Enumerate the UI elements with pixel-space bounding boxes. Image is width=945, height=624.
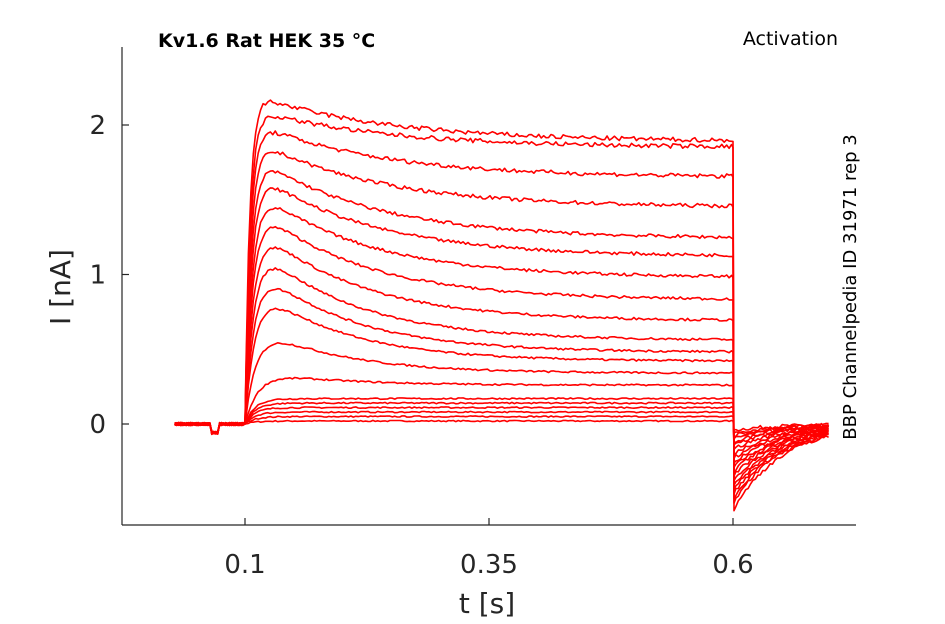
current-trace-16 [174,170,829,491]
current-trace-12 [174,246,829,473]
current-trace-18 [174,130,829,500]
current-trace-3 [174,410,830,438]
current-traces [174,99,830,512]
axes [121,47,856,526]
y-tick-label-3: 2 [89,111,106,141]
current-trace-11 [174,267,829,469]
x-tick-label-3: 0.6 [712,550,753,580]
ticks: 0.1 0.35 0.6 0 1 2 [89,111,753,580]
current-trace-8 [174,342,830,455]
current-trace-10 [174,287,829,464]
current-trace-20 [174,99,829,512]
chart-subtitle: Activation [743,28,838,50]
current-trace-5 [174,401,829,444]
y-axis-label: I [nA] [44,249,77,325]
current-trace-13 [174,225,829,478]
current-trace-4 [174,406,830,440]
current-trace-7 [174,376,829,451]
current-trace-9 [174,307,829,460]
chart-title: Kv1.6 Rat HEK 35 °C [158,30,375,52]
current-trace-14 [174,207,829,482]
current-trace-19 [174,115,829,504]
x-axis-label: t [s] [459,587,515,620]
current-trace-2 [174,415,829,434]
current-trace-6 [174,397,830,446]
side-label: BBP Channelpedia ID 31971 rep 3 [840,134,861,439]
y-tick-label-1: 0 [89,410,106,440]
current-trace-15 [174,187,829,487]
current-trace-1 [174,419,829,435]
current-trace-17 [174,151,829,496]
x-tick-label-2: 0.35 [460,550,518,580]
y-tick-label-2: 1 [89,261,106,291]
x-tick-label-1: 0.1 [224,550,265,580]
